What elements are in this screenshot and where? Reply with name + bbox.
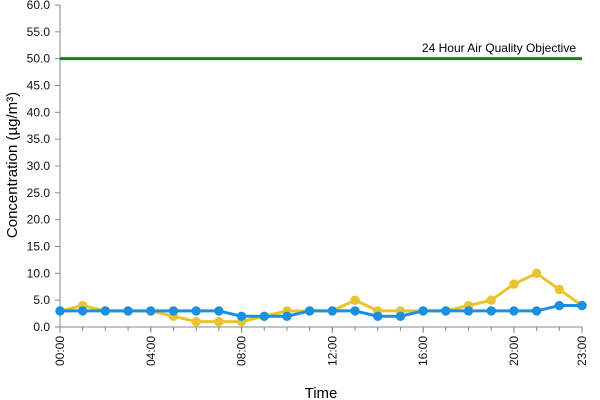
data-point — [374, 312, 382, 320]
data-point — [442, 307, 450, 315]
y-tick-label: 10.0 — [27, 266, 51, 280]
data-point — [215, 307, 223, 315]
data-point — [78, 307, 86, 315]
data-point — [351, 307, 359, 315]
data-point — [192, 317, 200, 325]
data-point — [169, 307, 177, 315]
y-tick-label: 60.0 — [27, 0, 51, 12]
y-tick-label: 40.0 — [27, 105, 51, 119]
data-point — [305, 307, 313, 315]
data-point — [328, 307, 336, 315]
series-2 — [56, 301, 586, 320]
data-point — [101, 307, 109, 315]
y-tick-label: 45.0 — [27, 79, 51, 93]
data-point — [147, 307, 155, 315]
x-axis-title: Time — [305, 385, 338, 400]
series-1 — [56, 269, 586, 326]
data-point — [532, 269, 540, 277]
x-tick-label: 23:00 — [575, 336, 589, 366]
data-point — [510, 280, 518, 288]
data-point — [192, 307, 200, 315]
data-point — [510, 307, 518, 315]
y-tick-label: 30.0 — [27, 159, 51, 173]
data-point — [351, 296, 359, 304]
data-point — [555, 285, 563, 293]
x-tick-label: 16:00 — [416, 336, 430, 366]
data-point — [487, 307, 495, 315]
data-point — [260, 312, 268, 320]
data-point — [487, 296, 495, 304]
y-tick-label: 35.0 — [27, 132, 51, 146]
x-tick-label: 08:00 — [235, 336, 249, 366]
data-point — [56, 307, 64, 315]
data-point — [237, 312, 245, 320]
y-tick-label: 0.0 — [33, 320, 50, 334]
x-tick-label: 12:00 — [325, 336, 339, 366]
y-tick-label: 5.0 — [33, 293, 50, 307]
data-point — [578, 301, 586, 309]
series-line — [60, 306, 582, 317]
data-point — [419, 307, 427, 315]
y-tick-label: 25.0 — [27, 186, 51, 200]
data-point — [215, 317, 223, 325]
data-point — [283, 312, 291, 320]
data-point — [532, 307, 540, 315]
data-point — [464, 307, 472, 315]
data-point — [396, 312, 404, 320]
y-axis-title: Concentration (µg/m³) — [4, 92, 21, 238]
x-tick-label: 00:00 — [53, 336, 67, 366]
series-line — [60, 273, 582, 321]
x-tick-label: 20:00 — [507, 336, 521, 366]
reference-line-label: 24 Hour Air Quality Objective — [422, 41, 576, 55]
y-tick-label: 50.0 — [27, 52, 51, 66]
data-point — [124, 307, 132, 315]
y-tick-label: 20.0 — [27, 213, 51, 227]
y-tick-label: 15.0 — [27, 240, 51, 254]
y-tick-label: 55.0 — [27, 25, 51, 39]
series-group — [56, 269, 586, 326]
x-tick-label: 04:00 — [144, 336, 158, 366]
data-point — [555, 301, 563, 309]
